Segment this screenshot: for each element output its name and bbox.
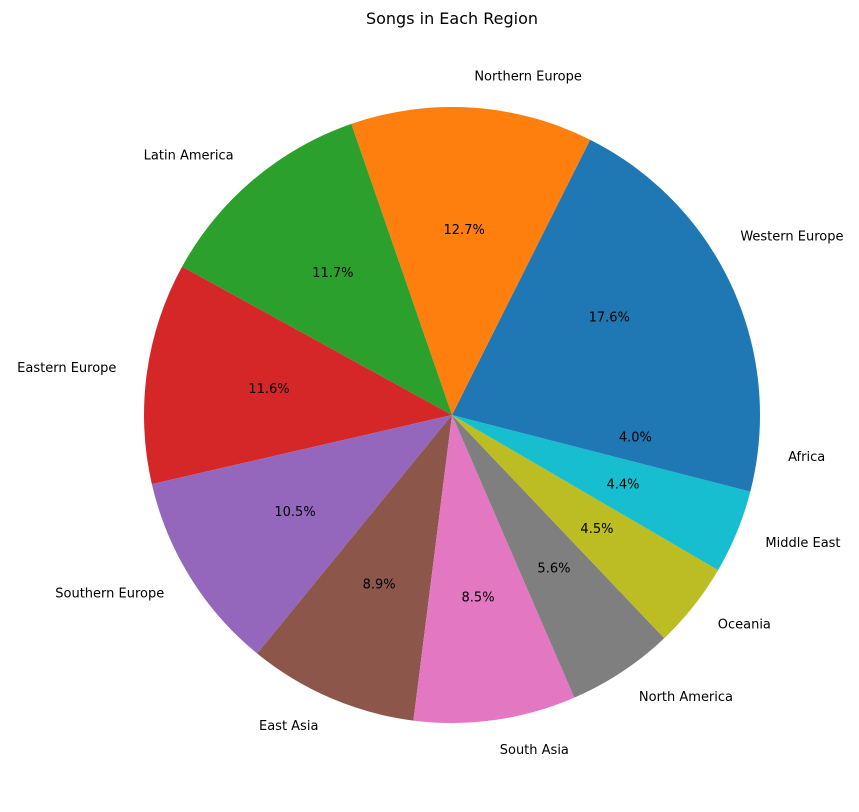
pie-slice-south-asia [413, 415, 575, 723]
slice-label-southern-europe: Southern Europe [55, 586, 164, 601]
pct-label-africa: 4.0% [619, 431, 652, 446]
slice-label-oceania: Oceania [718, 618, 771, 633]
slice-label-eastern-europe: Eastern Europe [17, 361, 116, 376]
pct-label-north-america: 5.6% [537, 562, 570, 577]
pie-labels: Western Europe 17.6% Northern Europe 12.7% L… [17, 69, 843, 757]
pie-slice-latin-america [182, 123, 453, 416]
slice-label-northern-europe: Northern Europe [474, 69, 582, 84]
slice-label-africa: Africa [788, 450, 825, 465]
slice-label-south-asia: South Asia [500, 743, 569, 758]
pie-slice-oceania [452, 415, 719, 639]
pct-label-middle-east: 4.4% [606, 478, 639, 493]
pie-slice-western-europe [452, 139, 760, 415]
pct-label-eastern-europe: 11.6% [248, 382, 289, 397]
pie-slice-middle-east [452, 415, 751, 571]
pct-label-south-asia: 8.5% [462, 590, 495, 605]
pct-label-western-europe: 17.6% [589, 310, 630, 325]
slice-label-middle-east: Middle East [765, 536, 840, 551]
pct-label-southern-europe: 10.5% [274, 505, 315, 520]
pie-slices [143, 106, 760, 723]
slice-label-east-asia: East Asia [259, 719, 318, 734]
pie-slice-northern-europe [351, 106, 591, 416]
pct-label-latin-america: 11.7% [312, 266, 353, 281]
slice-label-latin-america: Latin America [144, 148, 234, 163]
slice-label-north-america: North America [639, 690, 733, 705]
pie-slice-africa [452, 415, 760, 492]
pie-slice-eastern-europe [143, 266, 452, 485]
pie-slice-north-america [452, 415, 665, 698]
pie-slice-southern-europe [151, 415, 453, 654]
pct-label-east-asia: 8.9% [363, 577, 396, 592]
pct-label-northern-europe: 12.7% [444, 223, 485, 238]
slice-label-western-europe: Western Europe [740, 230, 843, 245]
pct-label-oceania: 4.5% [580, 522, 613, 537]
pie-slice-east-asia [257, 415, 452, 721]
chart-title: Songs in Each Region [366, 9, 538, 28]
